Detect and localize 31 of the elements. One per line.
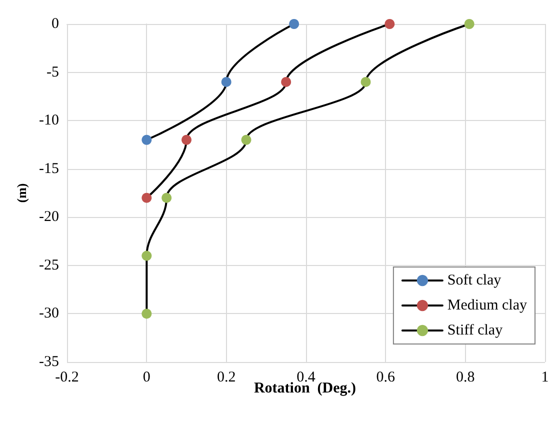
x-tick-label: 0.2: [216, 370, 236, 386]
y-tick-label: -5: [46, 64, 59, 80]
y-axis-title: (m): [14, 183, 30, 203]
point: [241, 134, 252, 145]
point: [162, 192, 172, 203]
point: [142, 192, 152, 203]
x-tick-label: 1: [541, 370, 549, 386]
y-tick-label: -30: [39, 306, 59, 322]
y-tick-label: -25: [39, 257, 59, 274]
y-tick-label: 0: [52, 16, 59, 32]
legend-label: Medium clay: [447, 298, 528, 314]
y-tick-label: -15: [39, 160, 59, 177]
point: [142, 308, 152, 319]
point: [384, 19, 395, 29]
point: [142, 250, 152, 261]
y-tick-label: -35: [39, 354, 59, 370]
x-tick-label: -0.2: [55, 370, 79, 386]
point: [464, 19, 474, 29]
x-tick-label: 0.6: [376, 370, 396, 386]
y-tick-label: -10: [39, 112, 59, 129]
y-tick-label: -20: [39, 209, 59, 226]
point: [289, 19, 300, 29]
point: [281, 76, 292, 87]
point: [182, 134, 192, 145]
legend-label: Soft clay: [447, 272, 502, 288]
x-tick-label: 0: [142, 370, 150, 386]
legend-label: Stiff clay: [447, 322, 504, 338]
point: [142, 134, 152, 145]
point: [221, 76, 232, 87]
point: [360, 76, 371, 87]
x-tick-label: 0.8: [456, 370, 475, 386]
